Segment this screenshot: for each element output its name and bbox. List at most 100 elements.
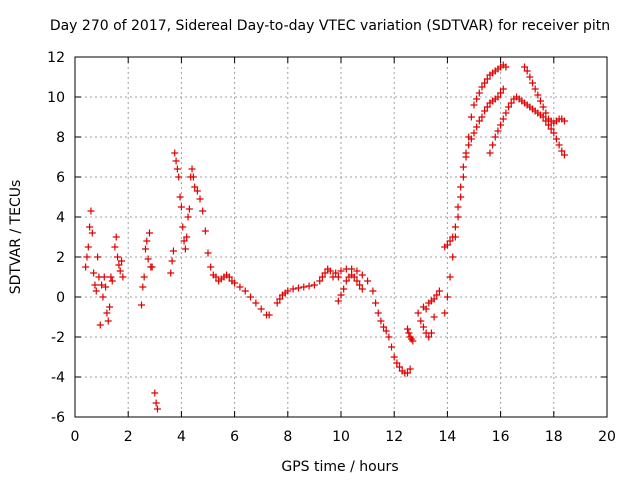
x-tick-label: 20 [598, 429, 616, 445]
data-point [443, 293, 451, 301]
data-point [99, 293, 107, 301]
data-point [521, 63, 529, 71]
data-point [390, 353, 398, 361]
data-point [560, 151, 568, 159]
data-point [116, 267, 124, 275]
data-point [435, 287, 443, 295]
data-point [185, 205, 193, 213]
data-point [526, 73, 534, 81]
data-point [102, 283, 110, 291]
data-point [494, 127, 502, 135]
data-point [145, 229, 153, 237]
data-point [257, 305, 265, 313]
data-point [364, 277, 372, 285]
data-point [380, 323, 388, 331]
data-point [499, 115, 507, 123]
data-point [539, 103, 547, 111]
y-tick-label: -2 [51, 330, 65, 346]
data-point [83, 253, 91, 261]
data-point [358, 285, 366, 293]
data-point [542, 109, 550, 117]
data-point [199, 207, 207, 215]
x-tick-label: 0 [71, 429, 80, 445]
data-point [443, 241, 451, 249]
y-tick-label: 10 [47, 90, 65, 106]
data-point [507, 99, 515, 107]
x-axis-label: GPS time / hours [281, 459, 398, 475]
data-point [106, 303, 114, 311]
y-tick-label: 12 [47, 50, 65, 66]
data-point [169, 247, 177, 255]
data-point [419, 323, 427, 331]
data-point [483, 75, 491, 83]
data-point [111, 243, 119, 251]
data-point [486, 149, 494, 157]
data-point [340, 285, 348, 293]
data-point [196, 195, 204, 203]
y-tick-label: 6 [56, 170, 65, 186]
data-point [404, 369, 411, 377]
data-point [430, 313, 438, 321]
data-point [409, 337, 417, 345]
data-point [188, 165, 196, 173]
data-point [193, 187, 201, 195]
y-axis: -6 -4 -2 0 2 4 6 8 10 12 [47, 50, 607, 426]
data-point [534, 91, 542, 99]
data-point [478, 113, 486, 121]
data-point [175, 173, 183, 181]
data-point [467, 135, 475, 143]
data-point [356, 281, 364, 289]
data-point [337, 267, 345, 275]
data-point [369, 287, 377, 295]
data-point [459, 163, 467, 171]
data-point [241, 287, 249, 295]
data-point [103, 309, 111, 317]
data-point [539, 113, 547, 121]
data-point [153, 405, 161, 413]
data-point [321, 269, 329, 277]
data-point [470, 129, 478, 137]
data-point [467, 113, 475, 121]
data-point [183, 233, 191, 241]
data-point [531, 85, 539, 93]
data-point [457, 193, 465, 201]
data-point [87, 207, 95, 215]
data-point [289, 285, 297, 293]
x-tick-label: 8 [283, 429, 292, 445]
data-point [422, 305, 430, 313]
data-point [252, 299, 260, 307]
data-point [430, 295, 438, 303]
data-point [446, 273, 454, 281]
data-point [247, 293, 255, 301]
data-point [305, 282, 313, 290]
y-tick-label: 4 [56, 210, 65, 226]
data-point [502, 63, 510, 71]
data-point [152, 399, 160, 407]
data-point [82, 263, 90, 271]
data-point [446, 237, 454, 245]
data-point [191, 183, 199, 191]
data-point [284, 287, 292, 295]
data-point [108, 277, 116, 285]
data-point [404, 325, 411, 333]
data-point [168, 257, 176, 265]
data-point [88, 229, 96, 237]
data-point [184, 213, 192, 221]
x-tick-label: 14 [438, 429, 456, 445]
data-point [151, 389, 159, 397]
data-point [478, 83, 486, 91]
data-point [177, 203, 185, 211]
data-point [451, 223, 459, 231]
data-point [236, 283, 244, 291]
x-tick-label: 4 [177, 429, 186, 445]
data-point [505, 103, 513, 111]
data-point [441, 309, 449, 317]
data-point [377, 317, 385, 325]
data-point [316, 277, 324, 285]
data-point [294, 284, 302, 292]
data-point [529, 79, 537, 87]
data-point [544, 121, 552, 129]
x-tick-label: 18 [545, 429, 563, 445]
data-point [118, 257, 126, 265]
